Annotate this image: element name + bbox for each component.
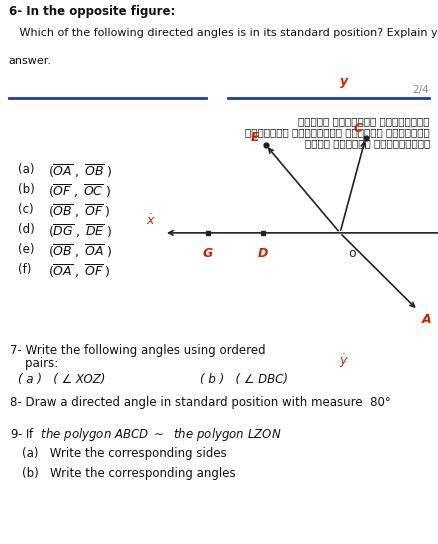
Text: o: o — [348, 247, 356, 260]
Text: $\dot{y}$: $\dot{y}$ — [339, 352, 349, 370]
Text: $( \overline{DG}\;,\;\overline{DE}\; )$: $( \overline{DG}\;,\;\overline{DE}\; )$ — [48, 223, 112, 240]
Text: 6- In the opposite figure:: 6- In the opposite figure: — [9, 5, 175, 18]
Text: C: C — [354, 122, 363, 135]
Text: 2/4: 2/4 — [413, 85, 429, 95]
Text: 8- Draw a directed angle in standard position with measure  80°: 8- Draw a directed angle in standard pos… — [10, 396, 391, 409]
Text: G: G — [203, 247, 213, 260]
Text: D: D — [258, 247, 268, 260]
Text: Which of the following directed angles is in its standard position? Explain your: Which of the following directed angles i… — [9, 28, 438, 38]
Text: مكتب مستشار الرياضيات: مكتب مستشار الرياضيات — [305, 138, 430, 149]
Text: 9- If  $\it{the\ polygon\ ABCD}$ $\sim$  $\it{the\ polygon\ LZON}$: 9- If $\it{the\ polygon\ ABCD}$ $\sim$ $… — [10, 426, 282, 443]
Text: y: y — [340, 75, 348, 88]
Text: (b): (b) — [18, 183, 35, 196]
Text: pairs:: pairs: — [10, 357, 58, 370]
Text: (a): (a) — [18, 163, 35, 176]
Text: ( a )   ( ∠ XOZ): ( a ) ( ∠ XOZ) — [18, 373, 106, 386]
Text: $( \overline{OF}\;,\;\overline{OC}\; )$: $( \overline{OF}\;,\;\overline{OC}\; )$ — [48, 183, 111, 200]
Text: (b)   Write the corresponding angles: (b) Write the corresponding angles — [22, 467, 236, 480]
Text: answer.: answer. — [9, 57, 52, 66]
Text: (a)   Write the corresponding sides: (a) Write the corresponding sides — [22, 447, 227, 460]
Text: $( \overline{OB}\;,\;\overline{OF}\; )$: $( \overline{OB}\;,\;\overline{OF}\; )$ — [48, 203, 111, 220]
Text: E: E — [251, 131, 259, 144]
Text: $( \overline{OA}\;,\;\overline{OB}\; )$: $( \overline{OA}\;,\;\overline{OB}\; )$ — [48, 163, 112, 181]
Text: ( b )   ( ∠ DBC): ( b ) ( ∠ DBC) — [200, 373, 288, 386]
Text: 7- Write the following angles using ordered: 7- Write the following angles using orde… — [10, 344, 265, 357]
Text: $( \overline{OB}\;,\;\overline{OA}\; )$: $( \overline{OB}\;,\;\overline{OA}\; )$ — [48, 243, 112, 260]
Text: (e): (e) — [18, 243, 35, 256]
Text: (c): (c) — [18, 203, 34, 216]
Text: الإدارة المركزية لتطوير المناهج: الإدارة المركزية لتطوير المناهج — [245, 127, 430, 138]
Text: A: A — [422, 313, 432, 326]
Text: $( \overline{OA}\;,\;\overline{OF}\; )$: $( \overline{OA}\;,\;\overline{OF}\; )$ — [48, 263, 111, 280]
Text: وزارة التربية والتعليم: وزارة التربية والتعليم — [299, 116, 430, 127]
Text: $\dot{x}$: $\dot{x}$ — [146, 214, 156, 228]
Text: (d): (d) — [18, 223, 35, 236]
Text: (f): (f) — [18, 263, 32, 276]
